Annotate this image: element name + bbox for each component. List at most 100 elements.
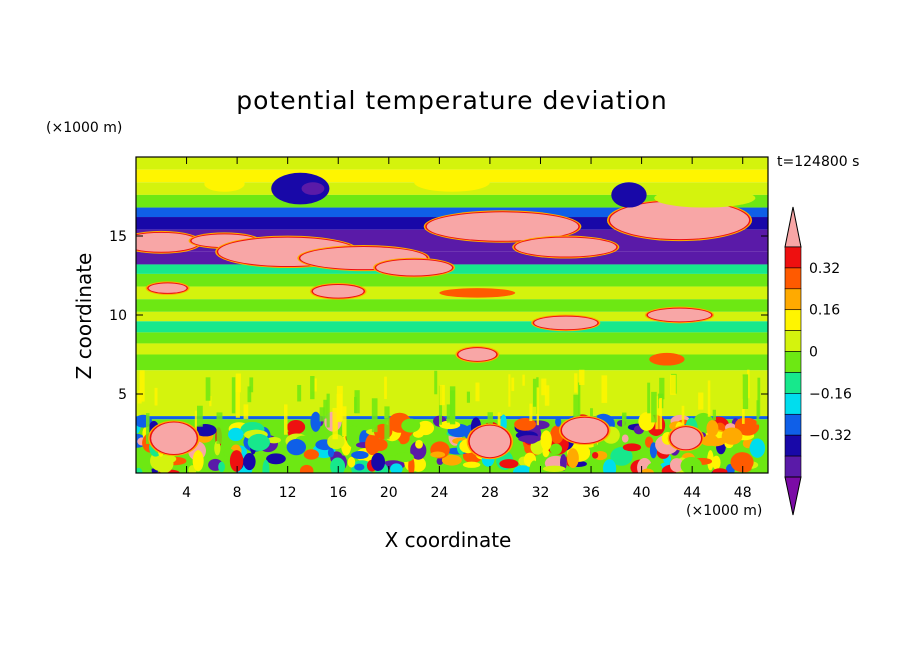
plume-streak xyxy=(205,377,211,401)
turbulence-patch xyxy=(371,452,386,472)
turbulence-patch xyxy=(286,420,306,435)
turbulence-patch xyxy=(712,468,728,473)
plume-streak xyxy=(622,412,627,431)
x-axis-unit: (×1000 m) xyxy=(686,503,763,519)
turbulence-patch xyxy=(622,443,642,452)
colorbar-segment xyxy=(784,455,802,478)
field-blob xyxy=(654,188,756,208)
turbulence-patch xyxy=(243,453,256,471)
x-tick-label: 44 xyxy=(683,485,701,501)
field-blob xyxy=(561,417,608,443)
plume-streak xyxy=(194,410,197,438)
x-tick-label: 32 xyxy=(532,485,550,501)
field-blob xyxy=(204,175,245,192)
turbulence-patch xyxy=(214,440,221,456)
turbulence-patch xyxy=(286,438,307,456)
plume-streak xyxy=(249,377,254,393)
field-blob xyxy=(611,182,647,208)
turbulence-patch xyxy=(529,460,540,473)
plume-streak xyxy=(741,398,745,424)
field-blob xyxy=(136,232,200,252)
turbulence-patch xyxy=(680,456,702,473)
y-axis: 5 10 15 xyxy=(109,229,768,403)
plume-streak xyxy=(647,382,651,414)
colorbar-tick-label: 0.16 xyxy=(809,303,840,319)
colorbar-segment xyxy=(784,372,802,394)
turbulence-patch xyxy=(436,457,444,465)
turbulence-patch xyxy=(327,447,335,458)
turbulence-patch xyxy=(412,430,424,438)
turbulence-patch xyxy=(640,468,655,473)
field-blob xyxy=(312,284,364,298)
colorbar-arrow-bottom xyxy=(784,476,802,516)
colorbar-tick-label: 0 xyxy=(809,345,818,361)
plume-streak xyxy=(655,396,659,430)
plume-streak xyxy=(371,398,378,433)
field-blob xyxy=(148,283,187,293)
turbulence-patch xyxy=(621,434,629,443)
turbulence-patch xyxy=(730,452,754,473)
x-tick-label: 4 xyxy=(182,485,191,501)
turbulence-patch xyxy=(542,465,566,472)
plume-streak xyxy=(283,404,288,435)
turbulence-patch xyxy=(540,430,552,451)
plume-streak xyxy=(326,393,330,428)
x-tick-label: 8 xyxy=(233,485,242,501)
turbulence-patch xyxy=(512,465,533,473)
plume-streak xyxy=(384,376,387,399)
turbulence-patch xyxy=(669,458,684,473)
colorbar-tick-label: −0.32 xyxy=(809,428,852,444)
plume-streak xyxy=(209,395,212,407)
turbulence-patch xyxy=(592,451,599,459)
colorbar-tick-label: −0.16 xyxy=(809,386,852,402)
plume-streak xyxy=(544,385,550,406)
field-band xyxy=(136,332,768,344)
plume-streak xyxy=(536,387,539,426)
colorbar-segment xyxy=(784,267,802,290)
plume-streak xyxy=(243,404,249,419)
turbulence-patch xyxy=(327,434,345,450)
plume-streak xyxy=(332,407,338,440)
colorbar-segment xyxy=(784,309,802,331)
turbulence-patch xyxy=(415,439,423,449)
turbulence-patch xyxy=(602,459,617,473)
turbulence-patch xyxy=(330,457,346,473)
turbulence-patch xyxy=(266,453,286,465)
turbulence-patch xyxy=(346,425,361,448)
field-blob xyxy=(670,427,702,450)
turbulence-patch xyxy=(229,450,244,472)
plume-streak xyxy=(342,406,347,437)
x-tick-label: 40 xyxy=(633,485,651,501)
plume-streak xyxy=(197,405,203,427)
turbulence-patch xyxy=(518,435,542,443)
colorbar-segment xyxy=(784,351,802,373)
plume-streak xyxy=(757,377,761,417)
plume-streak xyxy=(297,384,302,402)
plume-streak xyxy=(354,390,360,414)
colorbar: 0.32 0.16 0 −0.16 −0.32 xyxy=(784,206,852,516)
field-blob xyxy=(647,308,712,322)
field-blob xyxy=(426,212,579,241)
field-band xyxy=(136,311,768,322)
x-tick-label: 12 xyxy=(279,485,297,501)
plume-streak xyxy=(434,370,438,395)
turbulence-patch xyxy=(218,461,225,473)
plume-streak xyxy=(574,373,578,393)
plume-streak xyxy=(235,373,242,393)
turbulence-patch xyxy=(351,451,369,460)
plume-streak xyxy=(384,406,390,440)
turbulence-patch xyxy=(749,438,766,458)
turbulence-patch xyxy=(365,433,381,456)
plume-streak xyxy=(659,397,663,430)
plume-streak xyxy=(336,393,342,423)
plume-streak xyxy=(487,412,493,432)
turbulence-patch xyxy=(567,448,579,469)
turbulence-patch xyxy=(385,438,402,456)
turbulence-patch xyxy=(700,434,719,446)
plume-streak xyxy=(247,386,252,403)
turbulence-patch xyxy=(499,459,519,469)
plume-streak xyxy=(310,376,315,400)
field-blob xyxy=(414,172,490,192)
y-tick-label: 15 xyxy=(109,229,127,245)
turbulence-patch xyxy=(395,452,414,463)
